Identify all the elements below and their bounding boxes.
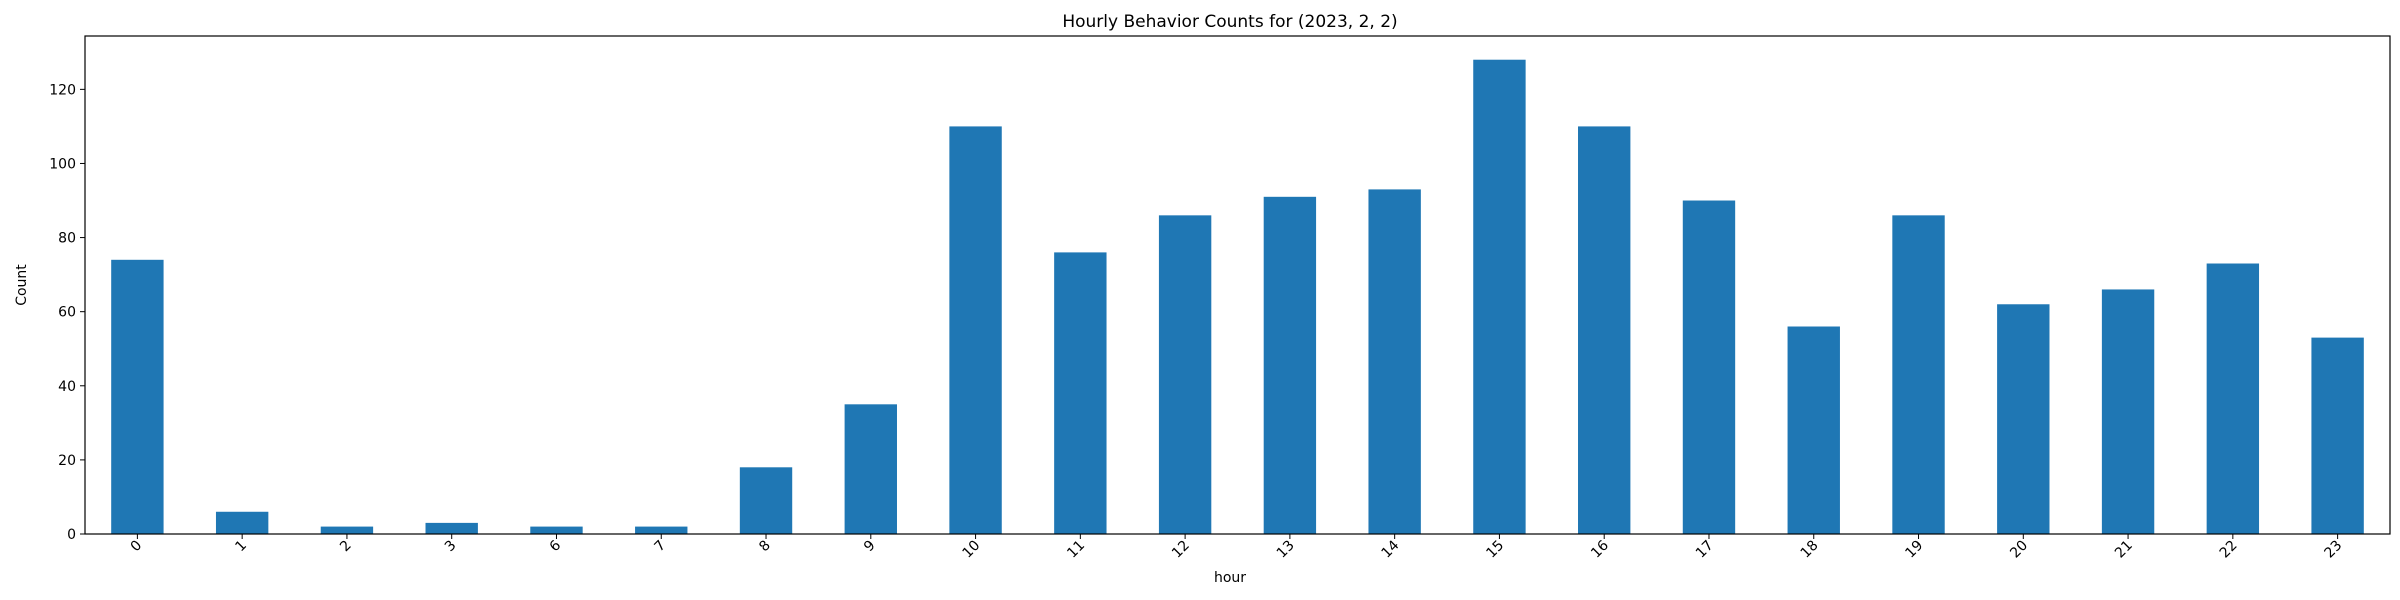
y-tick-label: 20	[58, 453, 76, 469]
x-tick-label: 12	[1169, 538, 1193, 562]
x-tick-label: 2	[337, 538, 355, 556]
x-tick-label: 19	[1902, 538, 1926, 562]
bar-hour-20	[1997, 304, 2050, 534]
x-tick-label: 0	[128, 538, 146, 556]
bar-hour-12	[1158, 215, 1212, 534]
bar-hour-15	[1473, 59, 1526, 534]
y-tick-label: 0	[67, 527, 76, 543]
bar-hour-18	[1787, 326, 1840, 534]
chart-title: Hourly Behavior Counts for (2023, 2, 2)	[1062, 12, 1397, 32]
bar-hour-14	[1368, 189, 1421, 534]
x-tick-label: 22	[2217, 538, 2241, 562]
x-tick-label: 23	[2322, 538, 2346, 562]
bar-hour-8	[739, 467, 793, 534]
x-tick-label: 3	[442, 538, 460, 556]
bar-hour-0	[111, 259, 164, 534]
bar-hour-6	[530, 526, 583, 534]
bar-hour-16	[1578, 126, 1631, 535]
x-tick-label: 11	[1064, 538, 1088, 562]
x-tick-label: 18	[1798, 538, 1822, 562]
bars-layer	[111, 59, 2364, 535]
bar-hour-19	[1892, 215, 1945, 534]
x-tick-label: 10	[959, 538, 983, 562]
y-tick-label: 40	[58, 379, 76, 395]
y-tick-label: 80	[58, 231, 76, 247]
bar-hour-23	[2311, 337, 2364, 534]
x-tick-label: 8	[756, 538, 774, 556]
y-tick-label: 60	[58, 305, 76, 321]
x-tick-label: 6	[547, 537, 565, 555]
x-tick-label: 7	[651, 538, 669, 556]
bar-hour-13	[1263, 196, 1317, 534]
y-axis-label: Count	[14, 264, 30, 306]
bar-hour-9	[844, 404, 897, 534]
bar-hour-22	[2206, 263, 2260, 534]
bar-hour-2	[320, 526, 374, 534]
x-tick-label: 21	[2112, 538, 2136, 562]
y-axis: 0 20 40 60 80 100 120	[49, 82, 85, 543]
bar-hour-11	[1054, 252, 1107, 534]
y-tick-label: 120	[49, 82, 76, 98]
plot-frame	[84, 35, 2391, 535]
x-tick-label: 14	[1379, 537, 1403, 561]
x-axis-label: hour	[1214, 570, 1246, 586]
x-tick-label: 9	[861, 538, 879, 556]
x-tick-label: 20	[2007, 538, 2031, 562]
x-tick-label: 17	[1693, 538, 1717, 562]
x-axis: 0 1 2 3 6 7 8 9 10 11 12 13 14 15 16 17 18 19 20 21 22 23	[128, 534, 2346, 562]
bar-hour-10	[949, 126, 1002, 535]
x-tick-label: 15	[1483, 538, 1507, 562]
bar-hour-17	[1682, 200, 1736, 534]
bar-hour-21	[2101, 289, 2155, 534]
x-tick-label: 16	[1588, 537, 1612, 561]
bar-hour-3	[425, 522, 478, 534]
bar-hour-1	[215, 511, 269, 534]
bar-hour-7	[635, 526, 688, 534]
x-tick-label: 13	[1274, 538, 1298, 562]
y-tick-label: 100	[49, 156, 76, 172]
x-tick-label: 1	[232, 538, 250, 556]
